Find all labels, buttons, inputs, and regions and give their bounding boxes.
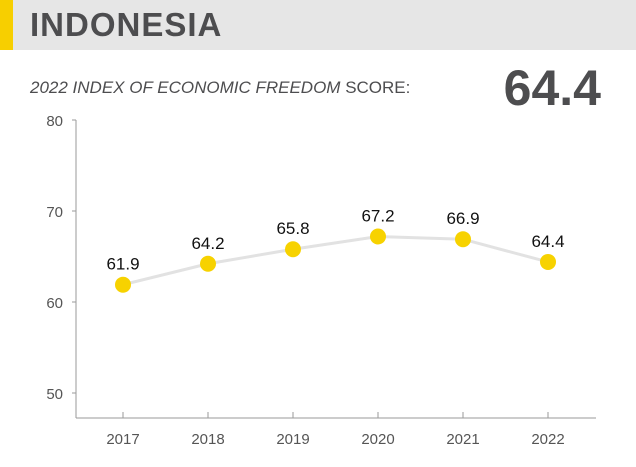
x-tick-label: 2019	[276, 431, 309, 448]
y-tick-label: 60	[46, 295, 63, 312]
overall-score-value: 64.4	[503, 60, 601, 116]
data-label: 65.8	[276, 219, 309, 238]
x-tick-label: 2021	[446, 431, 479, 448]
chart-axes: 80 70 60 50 2017 2018 2019 2020 2021 2022	[46, 113, 596, 448]
country-title: INDONESIA	[30, 6, 223, 43]
x-tick-label: 2022	[531, 431, 564, 448]
data-point	[115, 276, 131, 293]
data-label: 66.9	[446, 209, 479, 228]
data-point	[285, 241, 301, 258]
data-point	[455, 231, 471, 248]
data-point	[370, 228, 386, 245]
x-tick-label: 2017	[106, 431, 139, 448]
x-tick-label: 2018	[191, 431, 224, 448]
header-accent-stripe	[0, 0, 13, 50]
data-label: 67.2	[361, 206, 394, 225]
data-label: 64.4	[531, 232, 564, 251]
x-tick-label: 2020	[361, 431, 394, 448]
score-label-index-name: 2022 INDEX OF ECONOMIC FREEDOM	[30, 78, 341, 97]
series-line	[122, 234, 549, 287]
data-label: 61.9	[106, 255, 139, 274]
chart-series: 61.9 64.2 65.8 67.2 66.9 64.4	[106, 206, 565, 293]
y-tick-label: 70	[46, 204, 63, 221]
data-point	[200, 255, 216, 272]
data-point	[540, 253, 556, 270]
header-bar	[0, 0, 636, 50]
data-label: 64.2	[191, 234, 224, 253]
y-tick-label: 50	[46, 386, 63, 403]
score-label-suffix: SCORE:	[340, 78, 411, 97]
y-tick-label: 80	[46, 113, 63, 130]
score-label: 2022 INDEX OF ECONOMIC FREEDOM SCORE:	[30, 78, 410, 98]
